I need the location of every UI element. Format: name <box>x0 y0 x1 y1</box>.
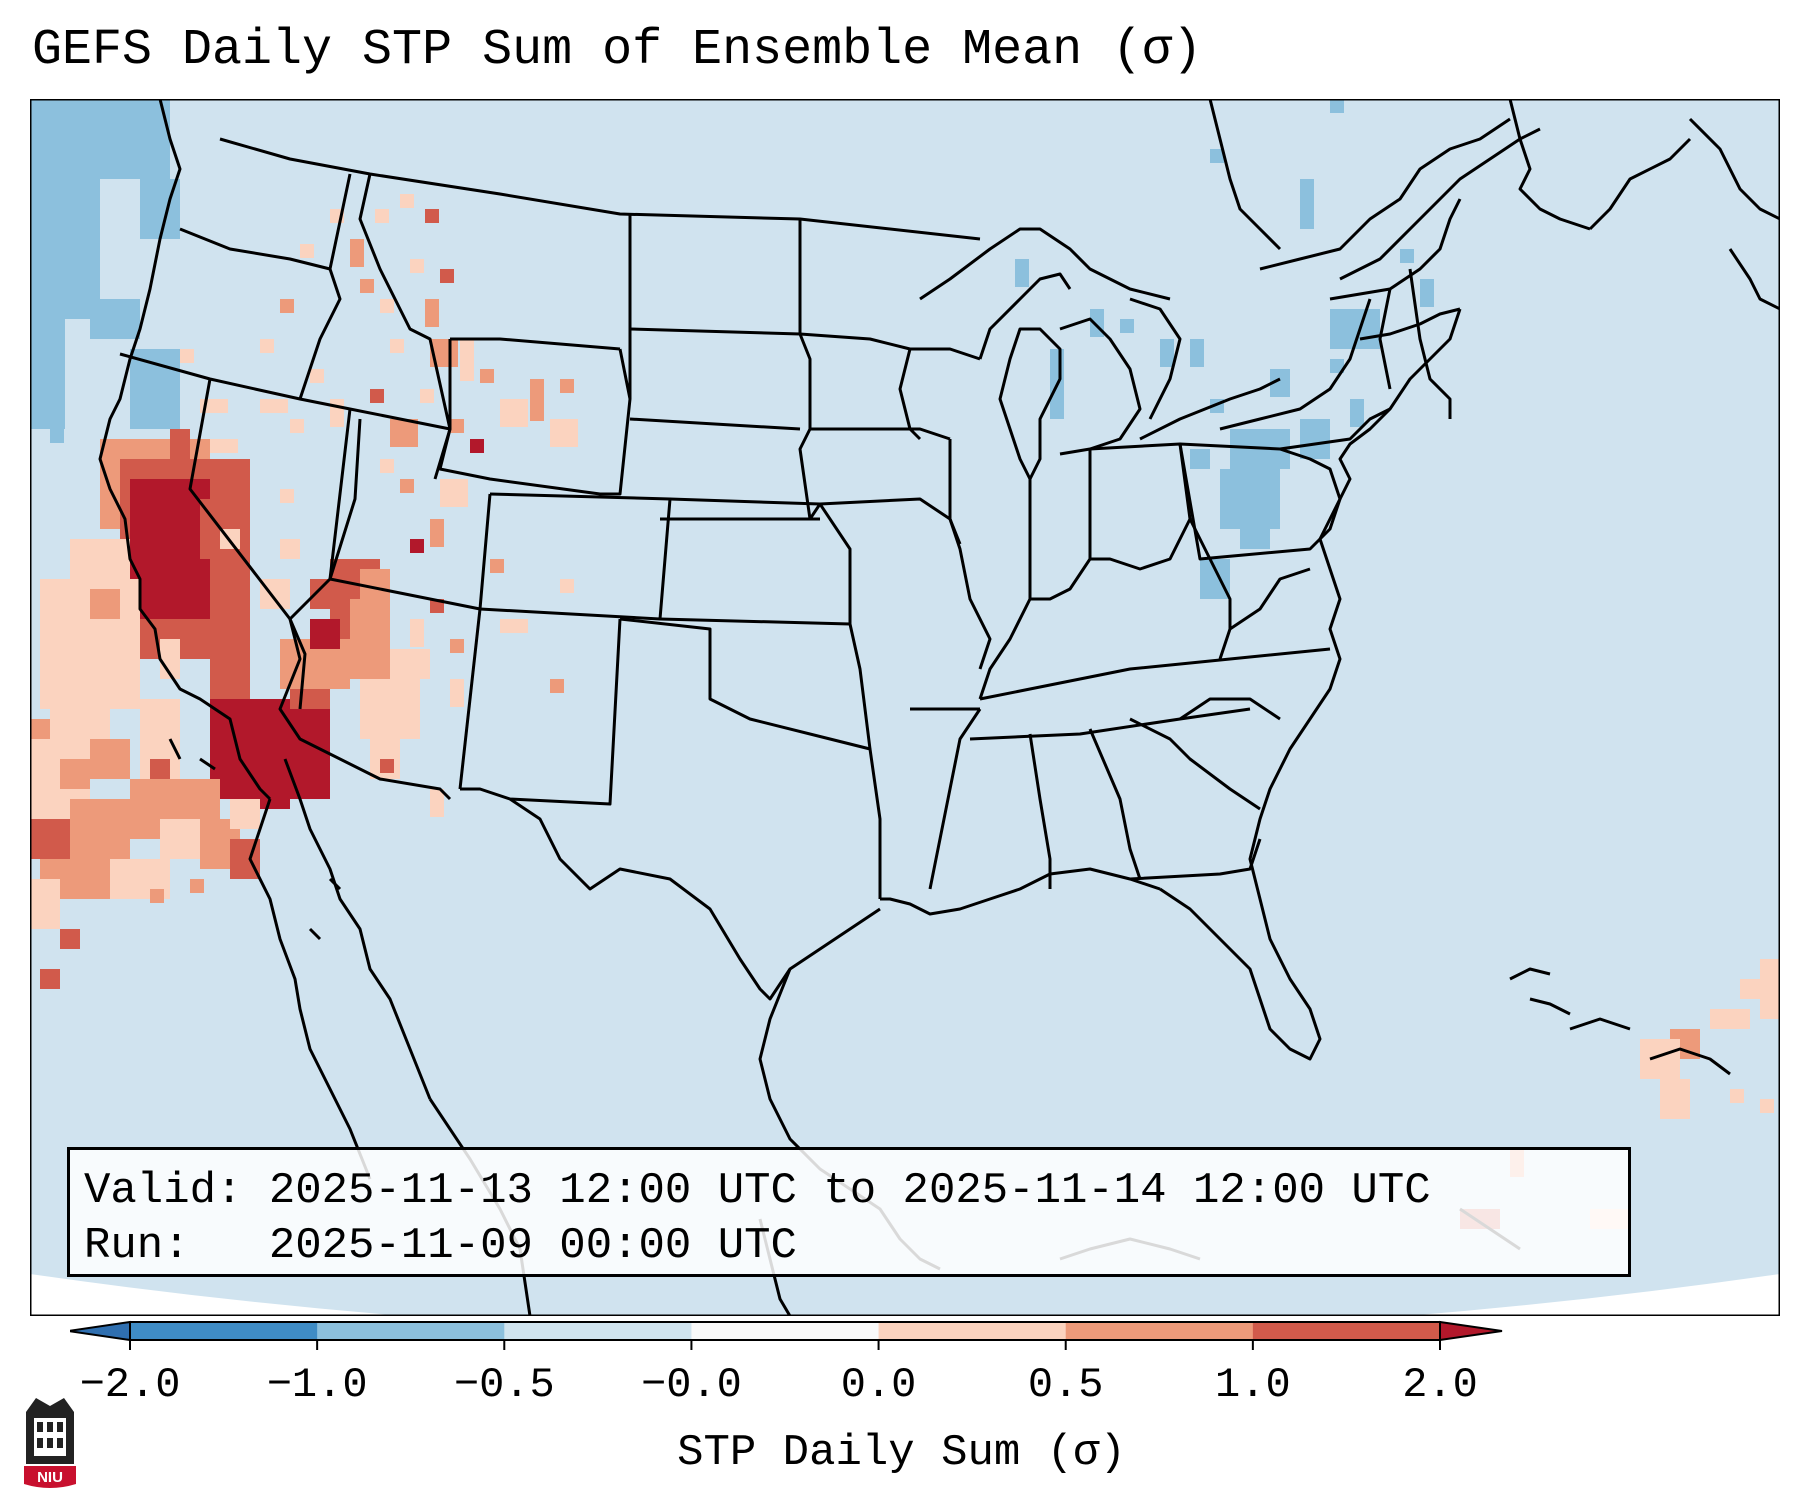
colorbar-tick-label: −0.5 <box>454 1361 555 1409</box>
colorbar-label: STP Daily Sum (σ) <box>677 1428 1126 1478</box>
valid-label: Valid: <box>84 1166 243 1216</box>
valid-run-info-box: Valid: 2025-11-13 12:00 UTC to 2025-11-1… <box>67 1147 1631 1277</box>
valid-value: 2025-11-13 12:00 UTC to 2025-11-14 12:00… <box>268 1166 1431 1216</box>
niu-logo: NIU <box>22 1392 78 1492</box>
colorbar-extend-high <box>1439 1320 1503 1342</box>
colorbar-segment <box>1065 1322 1254 1340</box>
colorbar-segment <box>504 1322 692 1340</box>
colorbar-segment <box>691 1322 880 1340</box>
colorbar-frame <box>129 1321 1441 1341</box>
colorbar-tick-label: 0.5 <box>1028 1361 1104 1409</box>
logo-text: NIU <box>37 1469 63 1486</box>
colorbar-svg: −2.0 −1.0 −0.5 −0.0 0.0 0.5 1.0 2.0 <box>67 1320 1503 1409</box>
colorbar-tick-label: 0.0 <box>841 1361 917 1409</box>
map-panel <box>30 99 1780 1316</box>
colorbar-segment <box>878 1322 1067 1340</box>
colorbar-tick-label: −0.0 <box>641 1361 742 1409</box>
niu-logo-icon: NIU <box>24 1398 76 1488</box>
chart-title: GEFS Daily STP Sum of Ensemble Mean (σ) <box>32 22 1203 79</box>
colorbar-tick-label: 2.0 <box>1402 1361 1478 1409</box>
colorbar: −2.0 −1.0 −0.5 −0.0 0.0 0.5 1.0 2.0 <box>67 1318 1740 1428</box>
run-value: 2025-11-09 00:00 UTC <box>268 1221 797 1271</box>
stp-pixels <box>30 99 1780 1229</box>
map-svg <box>30 99 1780 1316</box>
colorbar-segment <box>317 1322 505 1340</box>
colorbar-segment <box>130 1322 318 1340</box>
colorbar-segment <box>1252 1322 1441 1340</box>
run-label: Run: <box>84 1221 190 1271</box>
colorbar-tick-label: −2.0 <box>80 1361 181 1409</box>
colorbar-tick-label: 1.0 <box>1215 1361 1291 1409</box>
projection-edge <box>30 1274 1780 1316</box>
colorbar-extend-low <box>67 1320 131 1342</box>
colorbar-tick-label: −1.0 <box>267 1361 368 1409</box>
